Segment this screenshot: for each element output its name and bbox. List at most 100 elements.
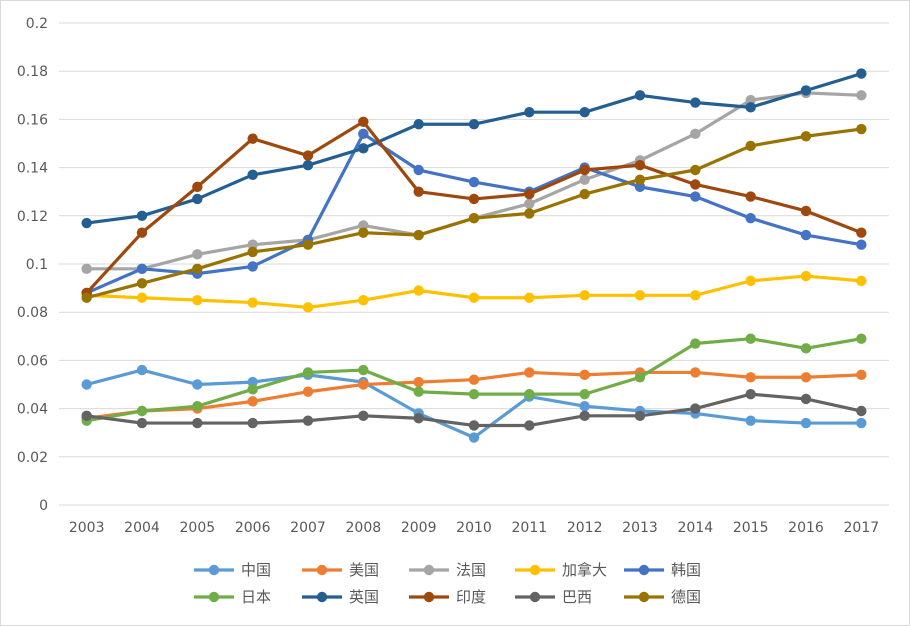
data-point [468,292,480,303]
x-tick-label: 2009 [401,520,437,536]
data-point [247,169,258,181]
series-0 [81,364,867,443]
data-point [524,292,535,303]
x-tick-label: 2006 [235,520,271,536]
x-tick-label: 2011 [512,520,548,536]
y-tick-label: 0 [39,498,48,514]
y-tick-label: 0.12 [17,209,48,225]
data-point [302,367,314,378]
data-point [192,417,203,429]
data-point [800,417,812,429]
data-point [302,159,314,171]
legend-label: 中国 [241,561,271,579]
data-point [745,102,756,113]
x-tick-label: 2007 [290,520,326,536]
legend-item: 中国 [194,561,271,579]
data-point [413,285,424,296]
data-point [856,275,867,287]
data-point [745,388,756,400]
data-point [524,208,535,219]
legend-item: 日本 [194,588,271,606]
data-point [856,123,867,135]
y-tick-label: 0.16 [17,112,48,128]
data-point [690,367,701,378]
data-point [468,193,480,205]
legend-item: 加拿大 [515,561,607,579]
data-point [690,403,701,414]
x-tick-label: 2012 [567,520,603,536]
legend-item: 印度 [409,588,486,606]
data-point [634,174,646,185]
data-point [81,410,92,422]
legend-marker [316,564,328,576]
legend-marker [529,591,541,603]
data-point [800,205,812,217]
data-point [81,292,92,303]
data-point [690,128,701,140]
x-tick-label: 2017 [844,520,880,536]
data-point [690,164,701,176]
data-point [800,372,812,383]
x-axis-ticks: 2003 2004 2005 2006 2007 2008 2009 2010 2011 2012… [69,520,879,536]
data-point [800,343,812,354]
legend-marker [638,564,650,576]
x-tick-label: 2008 [346,520,382,536]
data-point [358,128,369,140]
series-8 [81,388,867,431]
data-point [468,176,480,188]
data-point [690,97,701,108]
x-tick-label: 2016 [788,520,824,536]
legend-label: 印度 [456,588,486,606]
data-point [358,116,369,128]
legend-item: 韩国 [624,561,701,579]
data-point [192,294,203,306]
legend-marker [423,564,435,576]
data-point [856,90,867,101]
data-point [745,333,756,344]
data-point [247,376,258,388]
data-point [358,364,369,376]
data-point [247,384,258,395]
data-point [690,179,701,190]
data-point [524,367,535,378]
data-point [690,290,701,301]
y-axis-ticks: 0 0.02 0.04 0.06 0.08 0.1 0.12 0.14 0.16 0.18 0.2 [17,16,48,514]
data-point [413,164,424,176]
legend-item: 巴西 [515,588,592,606]
y-tick-label: 0.08 [17,305,48,321]
data-point [745,191,756,202]
data-point [247,396,258,407]
legend-label: 日本 [241,588,271,606]
legend-item: 英国 [302,588,379,606]
data-point [856,405,867,417]
data-point [856,239,867,250]
data-point [800,270,812,282]
y-tick-label: 0.1 [26,257,48,273]
y-tick-label: 0.14 [17,161,48,177]
data-point [579,400,590,412]
data-point [192,379,203,390]
data-point [81,379,92,390]
data-point [579,410,590,422]
x-tick-label: 2014 [678,520,714,536]
y-tick-label: 0.02 [17,450,48,466]
data-point [468,119,480,130]
data-point [579,164,590,176]
data-point [468,420,480,431]
data-point [800,229,812,241]
data-point [745,372,756,383]
data-point [247,133,258,144]
data-point [745,94,756,106]
data-point [413,386,424,397]
data-point [524,388,535,400]
data-point [634,181,646,193]
data-point [579,290,590,301]
data-point [136,278,148,289]
legend-label: 巴西 [562,588,592,606]
data-point [302,386,314,397]
data-point [579,174,590,185]
data-point [302,239,314,250]
data-point [413,413,424,424]
data-point [136,417,148,429]
